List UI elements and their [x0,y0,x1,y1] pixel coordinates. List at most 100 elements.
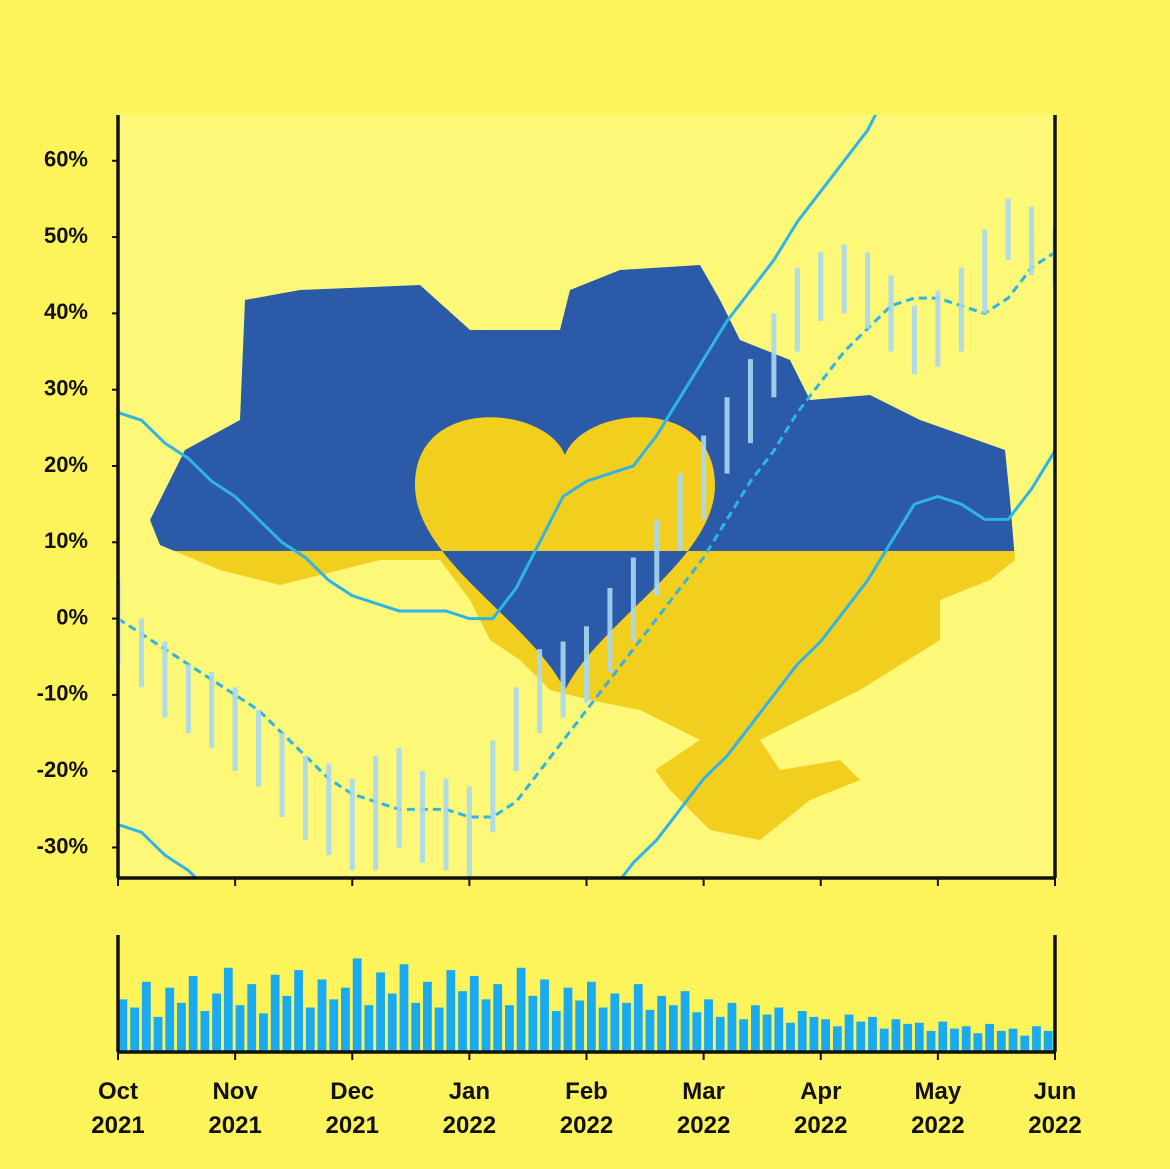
x-tick-label-line: Dec [330,1078,374,1105]
volume-bar [1043,1030,1053,1052]
volume-bar [446,970,456,1052]
volume-bar [376,972,385,1052]
volume-bar [329,999,339,1052]
volume-bar [165,987,175,1052]
volume-bar [786,1022,795,1052]
volume-bar [809,1016,819,1052]
x-tick-label-line: 2022 [794,1112,847,1139]
map-bottom [174,551,1015,840]
x-tick-label-line: Jan [449,1078,490,1105]
x-tick-label: May 2022 [911,1078,964,1139]
x-tick-label: Jan 2022 [443,1078,496,1139]
volume-bar [950,1028,959,1052]
volume-bar [868,1016,877,1052]
volume-bar [540,979,549,1052]
x-tick-label: Nov 2021 [208,1078,261,1139]
volume-bar [692,1012,702,1052]
volume-bar [505,1005,514,1052]
x-tick-label-line: Feb [565,1078,608,1105]
volume-bar [317,979,327,1052]
volume-bar [657,995,667,1052]
map-top [150,265,1015,551]
volume-bar [352,958,362,1052]
volume-bar [516,967,526,1052]
volume-bar [938,1021,948,1052]
volume-bar [961,1026,971,1052]
volume-bar [832,1026,842,1052]
x-tick-label-line: 2021 [91,1112,144,1139]
volume-bar [282,995,292,1052]
volume-bar [598,1007,608,1052]
upper-band [118,115,878,621]
x-tick-label-line: 2022 [1028,1112,1081,1139]
volume-bar [212,993,221,1052]
volume-bar [727,1002,737,1052]
volume-bar [797,1011,807,1052]
volume-bar [153,1016,163,1052]
volume-bar [528,995,538,1052]
volume-bar [341,987,350,1052]
y-tick-label: -30% [37,833,88,858]
volume-bar [996,1030,1006,1052]
volume-bar [411,1002,421,1052]
y-tick-label: 50% [44,223,88,248]
y-tick-label: 20% [44,452,88,477]
volume-bar [493,984,503,1052]
x-tick-label-line: Nov [212,1078,258,1105]
volume-bar [610,993,620,1052]
volume-bar [200,1011,210,1052]
x-tick-label-line: 2022 [911,1112,964,1139]
volume-bar [821,1019,831,1052]
x-tick-label-line: Mar [682,1078,725,1105]
x-tick-label: Dec 2021 [326,1078,379,1139]
volume-bar [622,1002,631,1052]
volume-bar [715,1016,725,1052]
moving-average [118,251,1055,819]
volume-bar [891,1019,901,1052]
volume-bar [481,999,491,1052]
volume-bar [668,1005,678,1052]
volume-bar [130,1007,139,1052]
y-tick-label: 10% [44,528,88,553]
volume-bar [985,1023,995,1052]
volume-bar [762,1014,772,1052]
volume-bar [633,984,643,1052]
volume-bar [364,1005,374,1052]
volume-bar [1008,1028,1018,1052]
volume-bar [844,1014,854,1052]
volume-bar [926,1030,936,1052]
volume-bar [575,1000,585,1052]
volume-bar [387,993,397,1052]
x-tick-label: Jun 2022 [1028,1078,1081,1139]
y-tick-label: 60% [44,147,88,172]
map [150,265,1015,840]
volume-bar [680,991,690,1052]
x-tick-label-line: 2021 [208,1112,261,1139]
x-tick-label-line: Oct [98,1078,138,1105]
volume-bar [903,1023,913,1052]
volume-bar [750,1005,760,1052]
volume-bar [423,981,432,1052]
y-tick-label: 0% [56,604,88,629]
volume-bar [399,964,409,1052]
y-tick-label: 40% [44,299,88,324]
x-tick-label-line: 2022 [677,1112,730,1139]
volume-bar [458,991,467,1052]
heart-top [415,417,715,551]
x-tick-label: Apr 2022 [794,1078,847,1139]
volume-bar [259,1013,268,1052]
volume-bar [774,1007,784,1052]
volume-bar [177,1002,186,1052]
heart-bottom [442,551,688,690]
x-tick-label-line: 2022 [443,1112,496,1139]
x-tick-label-line: Apr [800,1078,841,1105]
volume-bar [270,974,280,1052]
volume-bar [235,1005,245,1052]
x-tick-label-line: Jun [1034,1078,1077,1105]
volume-bar [973,1033,983,1052]
plot-content [118,115,1055,878]
volume-bar [856,1021,866,1052]
volume-bar [587,981,596,1052]
